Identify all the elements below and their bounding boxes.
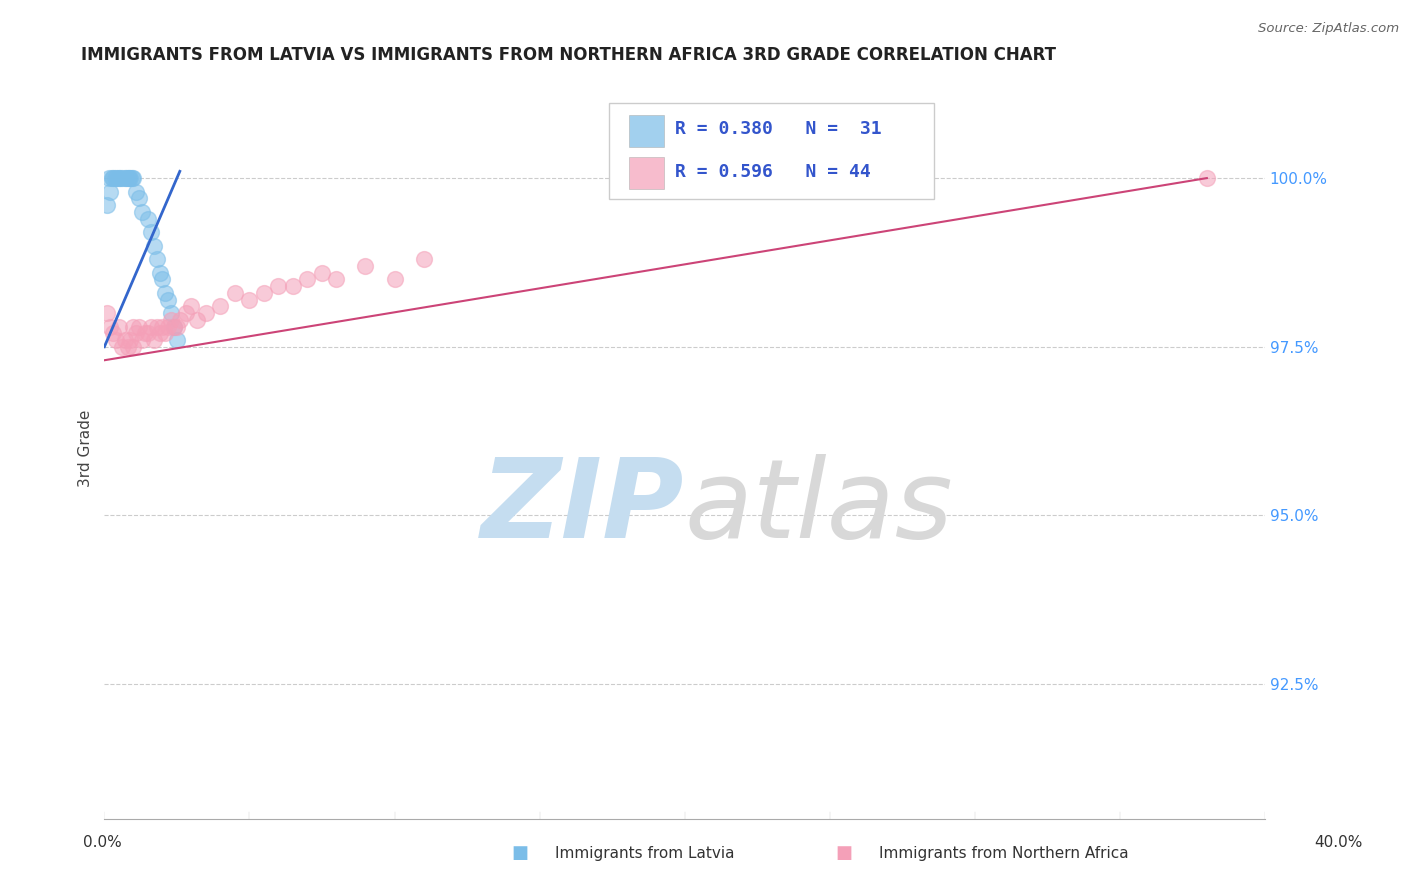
Text: ■: ■ <box>835 844 852 862</box>
Point <box>142 238 165 252</box>
Point <box>186 312 208 326</box>
Point <box>281 279 304 293</box>
Point <box>103 171 125 186</box>
Point <box>117 340 139 354</box>
Point <box>160 306 183 320</box>
Point <box>96 306 118 320</box>
Point <box>267 279 290 293</box>
Point <box>142 333 165 347</box>
Point <box>136 326 159 341</box>
Point <box>128 191 150 205</box>
Y-axis label: 3rd Grade: 3rd Grade <box>79 409 93 487</box>
Point <box>297 272 319 286</box>
FancyBboxPatch shape <box>609 103 934 199</box>
Text: Immigrants from Northern Africa: Immigrants from Northern Africa <box>879 847 1129 861</box>
Point <box>96 198 118 212</box>
Point <box>163 319 186 334</box>
Text: R = 0.596   N = 44: R = 0.596 N = 44 <box>675 162 872 180</box>
Point <box>108 171 131 186</box>
Point <box>148 266 170 280</box>
Point <box>111 171 134 186</box>
Point <box>1195 171 1218 186</box>
Point <box>128 319 150 334</box>
Point <box>152 319 174 334</box>
Point <box>108 319 131 334</box>
Point <box>253 285 276 300</box>
Point <box>121 171 143 186</box>
Text: Immigrants from Latvia: Immigrants from Latvia <box>555 847 735 861</box>
Point <box>412 252 434 266</box>
Text: ■: ■ <box>512 844 529 862</box>
Point <box>157 319 180 334</box>
Point <box>134 326 156 341</box>
Point <box>125 326 148 341</box>
Point <box>155 326 177 341</box>
Point <box>131 204 153 219</box>
Point <box>107 171 129 186</box>
Point <box>118 171 141 186</box>
Point <box>180 299 202 313</box>
FancyBboxPatch shape <box>628 115 664 146</box>
Point <box>155 285 177 300</box>
Text: 0.0%: 0.0% <box>83 836 122 850</box>
Point <box>194 306 217 320</box>
Text: atlas: atlas <box>685 454 953 561</box>
Point <box>354 259 377 273</box>
Point <box>115 171 138 186</box>
Point <box>117 171 139 186</box>
Point <box>311 266 333 280</box>
Point <box>120 171 142 186</box>
Point <box>98 319 121 334</box>
Point <box>100 171 122 186</box>
Point <box>136 211 159 226</box>
Point <box>325 272 347 286</box>
Text: ZIP: ZIP <box>481 454 685 561</box>
Point <box>131 333 153 347</box>
Point <box>122 340 145 354</box>
Point <box>166 333 188 347</box>
Point <box>101 171 124 186</box>
Point <box>101 326 124 341</box>
Point <box>114 333 136 347</box>
Point <box>152 272 174 286</box>
Point <box>114 171 136 186</box>
Point <box>160 312 183 326</box>
Text: 40.0%: 40.0% <box>1315 836 1362 850</box>
Point <box>139 319 162 334</box>
Point <box>139 225 162 239</box>
Text: R = 0.380   N =  31: R = 0.380 N = 31 <box>675 120 882 138</box>
Point <box>97 171 120 186</box>
Point <box>122 319 145 334</box>
FancyBboxPatch shape <box>628 157 664 188</box>
Point <box>125 185 148 199</box>
Point <box>111 340 134 354</box>
Point <box>104 333 127 347</box>
Point <box>110 171 132 186</box>
Point <box>209 299 232 313</box>
Point <box>166 319 188 334</box>
Text: IMMIGRANTS FROM LATVIA VS IMMIGRANTS FROM NORTHERN AFRICA 3RD GRADE CORRELATION : IMMIGRANTS FROM LATVIA VS IMMIGRANTS FRO… <box>82 46 1056 64</box>
Point <box>157 293 180 307</box>
Text: Source: ZipAtlas.com: Source: ZipAtlas.com <box>1258 22 1399 36</box>
Point <box>98 185 121 199</box>
Point <box>120 333 142 347</box>
Point <box>163 319 186 334</box>
Point <box>122 171 145 186</box>
Point <box>174 306 197 320</box>
Point <box>169 312 191 326</box>
Point <box>238 293 260 307</box>
Point <box>224 285 246 300</box>
Point <box>145 252 167 266</box>
Point <box>384 272 406 286</box>
Point <box>148 326 170 341</box>
Point <box>145 319 167 334</box>
